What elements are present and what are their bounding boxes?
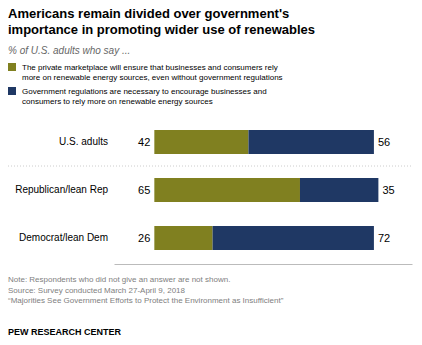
y-tick: U.S. adults [59,136,108,147]
subtitle: % of U.S. adults who say ... [8,45,130,56]
text-line: consumers to rely more on renewable ener… [22,97,213,106]
y-tick: Republican/lean Rep [15,184,108,195]
text-line: Government regulations are necessary to … [22,87,267,96]
y-tick-label: Democrat/lean Dem [19,232,108,243]
y-tick: Democrat/lean Dem [19,232,108,243]
title: Americans remain divided over government… [8,6,315,37]
text-line: importance in promoting wider use of ren… [8,22,315,37]
legend-label: Government regulations are necessary to … [22,87,267,106]
x-axis [115,264,413,265]
data-label: 35 [382,184,394,196]
data-label: 56 [378,136,390,148]
data-label: 65 [138,184,150,196]
note: Source: Survey conducted March 27-April … [8,286,186,295]
data-label: 72 [378,232,390,244]
y-tick-label: Republican/lean Rep [15,184,108,195]
row-separator [8,166,412,167]
text-line: Americans remain divided over government… [8,6,289,21]
data-labels: 42 65 26 56 35 72 [138,136,395,244]
bar [154,178,300,202]
legend: The private marketplace will ensure that… [8,63,283,106]
chart: Americans remain divided over government… [0,0,422,345]
note: “Majorities See Government Efforts to Pr… [8,296,284,305]
x-axis-line [115,264,413,265]
y-tick-label: U.S. adults [59,136,108,147]
bar [154,226,212,250]
legend-swatch [8,63,16,71]
legend-label: The private marketplace will ensure that… [22,63,283,82]
legend-swatch [8,87,16,95]
text-line: more on renewable energy sources, even w… [22,73,283,82]
bar [300,178,378,202]
bar [154,130,248,154]
data-label: 42 [138,136,150,148]
bar [248,130,373,154]
bar [213,226,374,250]
note: Note: Respondents who did not give an an… [8,275,230,284]
data-label: 26 [138,232,150,244]
footer: PEW RESEARCH CENTER [8,327,122,337]
text-line: The private marketplace will ensure that… [22,63,278,72]
bars [154,130,378,250]
y-axis: U.S. adults Republican/lean Rep Democrat/l… [15,136,108,243]
